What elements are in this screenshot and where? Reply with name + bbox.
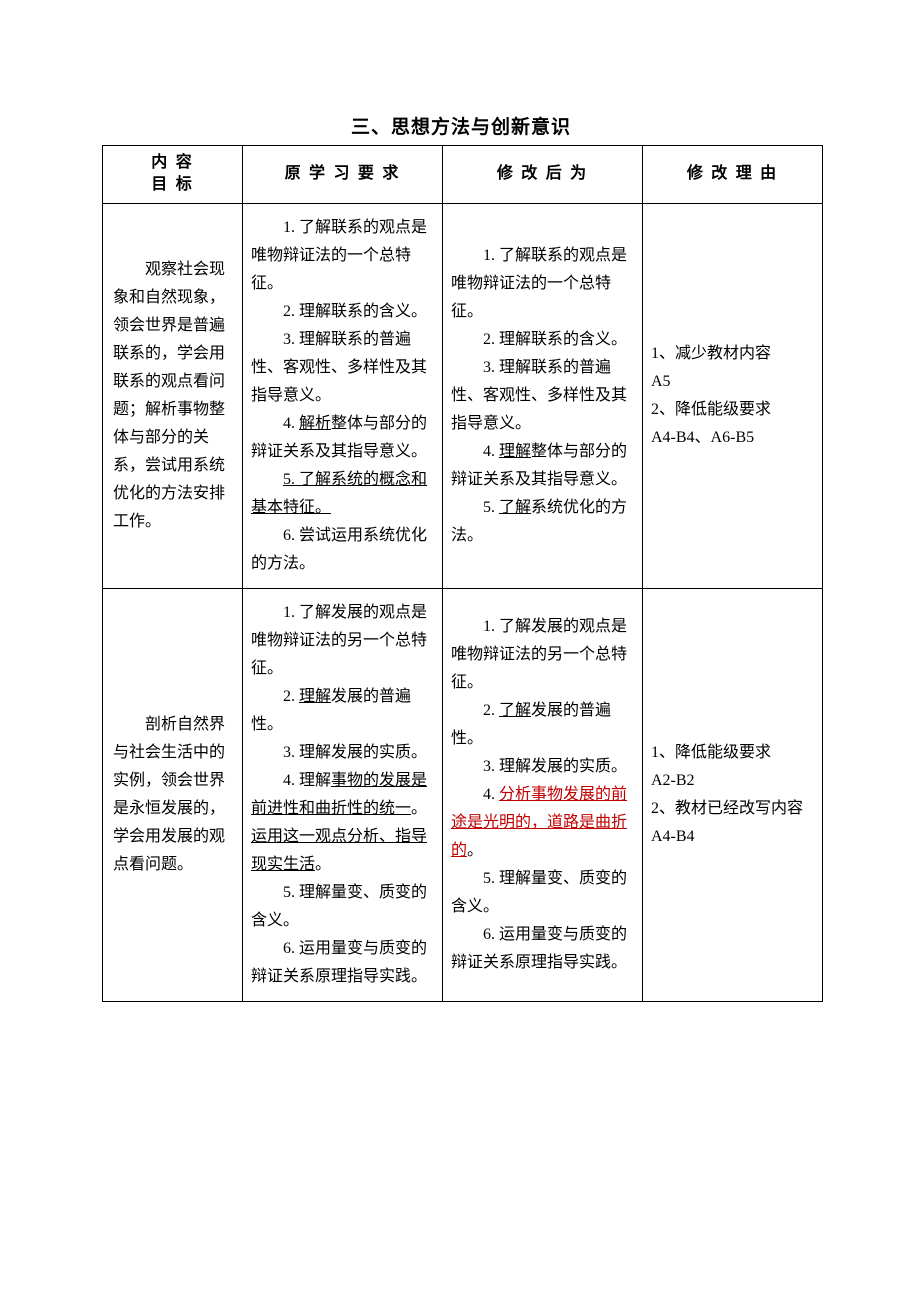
underline-text: 理解	[499, 443, 531, 460]
orig-item: 5. 了解系统的概念和基本特征。	[251, 466, 436, 522]
reason-line: 2、教材已经改写内容	[651, 795, 816, 823]
rev-item: 4. 理解整体与部分的辩证关系及其指导意义。	[451, 438, 636, 494]
underline-text: 理解	[299, 688, 331, 705]
underline-text: 解析	[299, 415, 331, 432]
reason-line: A2-B2	[651, 767, 816, 795]
section-title: 三、思想方法与创新意识	[102, 112, 820, 139]
cell-original: 1. 了解联系的观点是唯物辩证法的一个总特征。 2. 理解联系的含义。 3. 理…	[243, 203, 443, 588]
cell-reason: 1、减少教材内容 A5 2、降低能级要求 A4-B4、A6-B5	[643, 203, 823, 588]
header-col1: 内 容 目 标	[103, 146, 243, 204]
cell-content-goal: 观察社会现象和自然现象，领会世界是普遍联系的，学会用联系的观点看问题；解析事物整…	[103, 203, 243, 588]
header-col3: 修 改 后 为	[443, 146, 643, 204]
orig-item: 2. 理解发展的普遍性。	[251, 683, 436, 739]
orig-item: 1. 了解联系的观点是唯物辩证法的一个总特征。	[251, 214, 436, 298]
cell-content-goal: 剖析自然界与社会生活中的实例，领会世界是永恒发展的，学会用发展的观点看问题。	[103, 588, 243, 1001]
orig-item: 6. 运用量变与质变的辩证关系原理指导实践。	[251, 935, 436, 991]
rev-item: 6. 运用量变与质变的辩证关系原理指导实践。	[451, 921, 636, 977]
table-header: 内 容 目 标 原 学 习 要 求 修 改 后 为 修 改 理 由	[103, 146, 823, 204]
header-col4: 修 改 理 由	[643, 146, 823, 204]
rev-item: 1. 了解联系的观点是唯物辩证法的一个总特征。	[451, 242, 636, 326]
underline-text: 5. 了解系统的概念和基本特征。	[251, 471, 427, 516]
orig-item: 1. 了解发展的观点是唯物辩证法的另一个总特征。	[251, 599, 436, 683]
rev-item: 4. 分析事物发展的前途是光明的，道路是曲折的。	[451, 781, 636, 865]
header-col1-line2: 目 标	[107, 174, 238, 196]
table-row: 剖析自然界与社会生活中的实例，领会世界是永恒发展的，学会用发展的观点看问题。 1…	[103, 588, 823, 1001]
rev-item: 5. 了解系统优化的方法。	[451, 494, 636, 550]
reason-line: A4-B4、A6-B5	[651, 424, 816, 452]
rev-item: 3. 理解联系的普遍性、客观性、多样性及其指导意义。	[451, 354, 636, 438]
rev-item: 2. 理解联系的含义。	[451, 326, 636, 354]
rev-item: 1. 了解发展的观点是唯物辩证法的另一个总特征。	[451, 613, 636, 697]
reason-line: 1、减少教材内容	[651, 340, 816, 368]
rev-item: 5. 理解量变、质变的含义。	[451, 865, 636, 921]
content-goal-text: 观察社会现象和自然现象，领会世界是普遍联系的，学会用联系的观点看问题；解析事物整…	[113, 261, 225, 530]
rev-item: 2. 了解发展的普遍性。	[451, 697, 636, 753]
comparison-table: 内 容 目 标 原 学 习 要 求 修 改 后 为 修 改 理 由 观察社会现象…	[102, 145, 823, 1002]
reason-line: A5	[651, 368, 816, 396]
underline-text: 了解	[499, 702, 531, 719]
orig-item: 2. 理解联系的含义。	[251, 298, 436, 326]
cell-original: 1. 了解发展的观点是唯物辩证法的另一个总特征。 2. 理解发展的普遍性。 3.…	[243, 588, 443, 1001]
header-col1-line1: 内 容	[107, 152, 238, 174]
reason-line: A4-B4	[651, 823, 816, 851]
underline-text: 运用这一观点分析、指导现实生活	[251, 828, 427, 873]
content-goal-text: 剖析自然界与社会生活中的实例，领会世界是永恒发展的，学会用发展的观点看问题。	[113, 716, 225, 873]
cell-revised: 1. 了解发展的观点是唯物辩证法的另一个总特征。 2. 了解发展的普遍性。 3.…	[443, 588, 643, 1001]
header-row: 内 容 目 标 原 学 习 要 求 修 改 后 为 修 改 理 由	[103, 146, 823, 204]
reason-line: 1、降低能级要求	[651, 739, 816, 767]
orig-item: 3. 理解联系的普遍性、客观性、多样性及其指导意义。	[251, 326, 436, 410]
orig-item: 6. 尝试运用系统优化的方法。	[251, 522, 436, 578]
reason-line: 2、降低能级要求	[651, 396, 816, 424]
document-page: 三、思想方法与创新意识 内 容 目 标 原 学 习 要 求 修 改 后 为 修 …	[0, 0, 920, 1042]
underline-text: 事物的发展是前进性和曲折性的统一	[251, 772, 427, 817]
cell-revised: 1. 了解联系的观点是唯物辩证法的一个总特征。 2. 理解联系的含义。 3. 理…	[443, 203, 643, 588]
orig-item: 3. 理解发展的实质。	[251, 739, 436, 767]
orig-item: 4. 解析整体与部分的辩证关系及其指导意义。	[251, 410, 436, 466]
orig-item: 5. 理解量变、质变的含义。	[251, 879, 436, 935]
rev-item: 3. 理解发展的实质。	[451, 753, 636, 781]
table-row: 观察社会现象和自然现象，领会世界是普遍联系的，学会用联系的观点看问题；解析事物整…	[103, 203, 823, 588]
orig-item: 4. 理解事物的发展是前进性和曲折性的统一。运用这一观点分析、指导现实生活。	[251, 767, 436, 879]
underline-text: 了解	[499, 499, 531, 516]
header-col2: 原 学 习 要 求	[243, 146, 443, 204]
cell-reason: 1、降低能级要求 A2-B2 2、教材已经改写内容 A4-B4	[643, 588, 823, 1001]
